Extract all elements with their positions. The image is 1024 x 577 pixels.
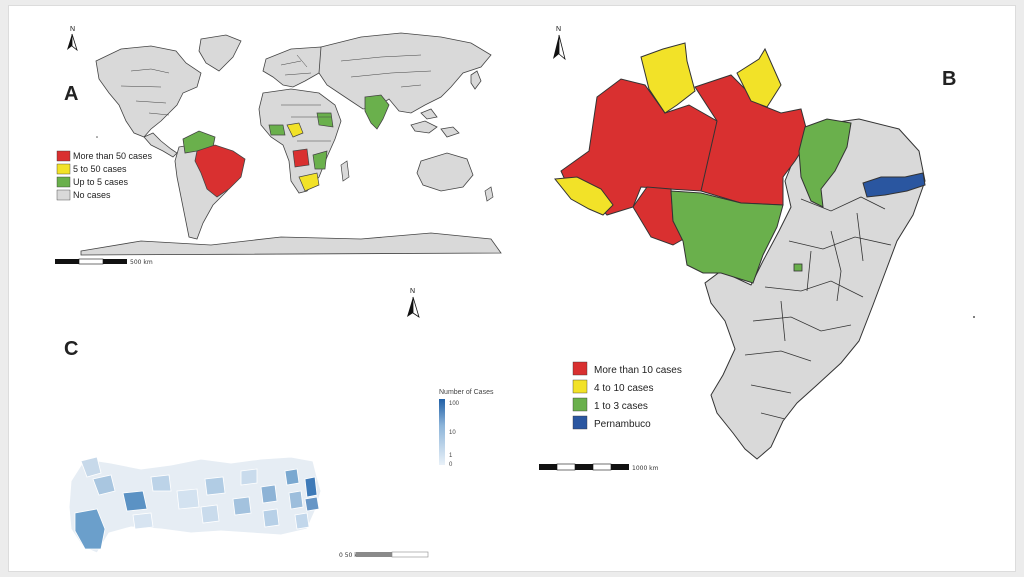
ramp-tick-100: 100 (449, 401, 460, 407)
amapa-state (736, 47, 782, 108)
pernambuco-state (862, 172, 926, 198)
legend-a-item-1: More than 50 cases (73, 151, 153, 161)
municipality-high-west (74, 508, 106, 550)
ramp-tick-0: 0 (449, 462, 453, 468)
panel-label-c: C (64, 338, 78, 360)
india-shape (364, 94, 390, 130)
legend-a-item-3: Up to 5 cases (73, 177, 129, 187)
antarctica-shape (80, 232, 502, 256)
svg-text:N: N (410, 288, 415, 295)
north-america-shape (95, 45, 202, 138)
legend-a: More than 50 cases 5 to 50 cases Up to 5… (56, 150, 153, 201)
north-arrow-icon: N (407, 288, 420, 318)
greenland-shape (198, 34, 242, 72)
legend-b: More than 10 cases 4 to 10 cases 1 to 3 … (572, 361, 682, 430)
figure-canvas: N (55, 26, 975, 559)
australia-shape (416, 152, 474, 192)
acre-state (554, 176, 614, 216)
brazil-map-panel: N B More than 10 cases (539, 26, 956, 472)
roraima-state (640, 42, 696, 114)
legend-b-item-1: More than 10 cases (594, 365, 682, 376)
panel-label-b: B (942, 68, 956, 90)
legend-a-item-2: 5 to 50 cases (73, 164, 127, 174)
ramp-tick-10: 10 (449, 430, 456, 436)
legend-b-item-4: Pernambuco (594, 419, 651, 430)
scale-label-c: 0 50 km (339, 552, 364, 559)
panel-label-a: A (64, 83, 78, 105)
scale-label-b: 1000 km (632, 465, 659, 472)
svg-text:N: N (70, 26, 75, 33)
legend-b-item-3: 1 to 3 cases (594, 401, 648, 412)
world-map-panel: N (55, 26, 502, 266)
distrito-federal-state (793, 263, 803, 272)
north-arrow-icon: N (553, 26, 566, 61)
municipality-high-east (304, 476, 318, 498)
figure-frame: N (8, 5, 1016, 572)
color-ramp-legend: Number of Cases 100 10 1 0 (439, 389, 494, 468)
scale-label-a: 500 km (130, 259, 153, 266)
brazil-world-shape (194, 144, 246, 198)
scale-bar-icon: 0 50 km (339, 551, 429, 559)
svg-text:N: N (556, 26, 561, 33)
mato-grosso-state (670, 190, 784, 284)
pernambuco-map-panel: N C Number of Cases (64, 288, 494, 559)
north-arrow-icon: N (67, 26, 78, 52)
asia-shape (318, 32, 492, 114)
legend-a-item-4: No cases (73, 190, 111, 200)
ramp-title: Number of Cases (439, 389, 494, 396)
scale-bar-icon: 1000 km (539, 463, 659, 472)
ramp-tick-1: 1 (449, 453, 453, 459)
brazil-base-shape (704, 118, 926, 460)
scale-bar-icon: 500 km (55, 258, 153, 266)
tocantins-state (798, 118, 852, 208)
legend-b-item-2: 4 to 10 cases (594, 383, 653, 394)
